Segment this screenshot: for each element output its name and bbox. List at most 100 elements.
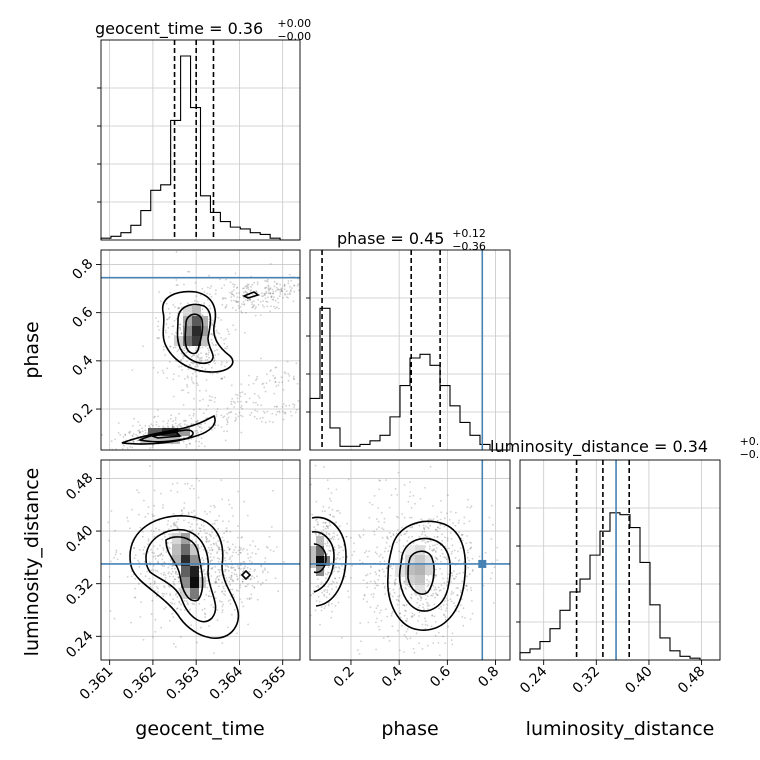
y-tick-label: 0.8 (69, 256, 96, 283)
sample-point (128, 431, 131, 434)
sample-point (153, 489, 156, 492)
sample-point (142, 638, 145, 641)
sample-point (325, 596, 328, 598)
sample-point (323, 607, 326, 609)
sample-point (207, 353, 210, 356)
sample-point (88, 511, 90, 513)
sample-point (383, 560, 386, 563)
sample-point (159, 300, 162, 303)
sample-point (427, 580, 430, 583)
sample-point (303, 408, 305, 410)
sample-point (157, 554, 160, 557)
sample-point (118, 456, 120, 458)
sample-point (253, 586, 256, 588)
sample-point (246, 514, 249, 517)
sample-point (468, 573, 471, 576)
sample-point (196, 429, 199, 432)
sample-point (162, 372, 165, 374)
sample-point (173, 602, 176, 605)
sample-point (132, 424, 134, 427)
panel-content (88, 465, 285, 654)
sample-point (330, 616, 333, 619)
sample-point (203, 291, 206, 293)
sample-point (418, 611, 421, 614)
sample-point (388, 506, 391, 509)
sample-point (165, 323, 168, 326)
density-cell (183, 326, 192, 336)
sample-point (167, 566, 170, 569)
sample-point (215, 580, 218, 583)
sample-point (359, 536, 362, 539)
sample-point (220, 287, 223, 289)
sample-point (232, 593, 235, 596)
sample-point (208, 293, 211, 296)
sample-point (224, 570, 227, 573)
sample-point (296, 285, 299, 287)
sample-point (163, 585, 165, 588)
sample-point (225, 551, 228, 554)
sample-point (385, 608, 387, 611)
sample-point (249, 299, 252, 301)
sample-point (214, 344, 217, 346)
sample-point (182, 404, 185, 406)
sample-point (229, 602, 232, 605)
sample-point (490, 577, 492, 580)
sample-point (327, 525, 330, 528)
sample-point (471, 570, 474, 572)
density-cell (201, 336, 208, 346)
sample-point (284, 292, 286, 295)
sample-point (279, 293, 282, 295)
sample-point (190, 438, 193, 440)
sample-point (210, 604, 213, 606)
sample-point (130, 575, 133, 578)
sample-point (154, 581, 156, 584)
sample-point (236, 397, 239, 400)
sample-point (221, 590, 224, 593)
sample-point (337, 544, 340, 547)
sample-point (178, 589, 181, 592)
sample-point (176, 607, 179, 610)
sample-point (224, 306, 227, 309)
sample-point (267, 285, 270, 288)
sample-point (164, 354, 167, 356)
sample-point (281, 410, 284, 413)
sample-point (398, 600, 400, 602)
sample-point (263, 306, 265, 308)
sample-point (274, 307, 277, 310)
sample-point (450, 593, 453, 596)
sample-point (171, 570, 174, 573)
sample-point (159, 554, 161, 557)
sample-point (328, 571, 330, 574)
sample-point (282, 296, 284, 299)
sample-point (462, 571, 465, 574)
sample-point (256, 410, 259, 413)
marginal-geocent-time (97, 40, 300, 241)
sample-point (394, 582, 397, 585)
sample-point (242, 291, 245, 294)
sample-point (174, 306, 176, 308)
sample-point (363, 594, 366, 597)
sample-point (289, 285, 291, 288)
sample-point (237, 305, 240, 307)
sample-point (430, 519, 433, 521)
sample-point (366, 555, 369, 558)
sample-point (210, 567, 213, 570)
sample-point (237, 590, 240, 592)
sample-point (398, 594, 401, 597)
sample-point (215, 413, 218, 416)
sample-point (403, 651, 405, 653)
sample-point (138, 430, 141, 433)
sample-point (393, 591, 396, 594)
sample-point (305, 506, 307, 508)
sample-point (347, 596, 350, 598)
sample-point (356, 649, 359, 652)
sample-point (171, 483, 174, 485)
sample-point (425, 525, 427, 528)
sample-point (467, 498, 469, 501)
sample-point (391, 611, 394, 613)
sample-point (232, 566, 235, 569)
sample-point (244, 393, 246, 396)
sample-point (453, 602, 455, 605)
sample-point (410, 597, 413, 600)
sample-point (366, 582, 369, 584)
